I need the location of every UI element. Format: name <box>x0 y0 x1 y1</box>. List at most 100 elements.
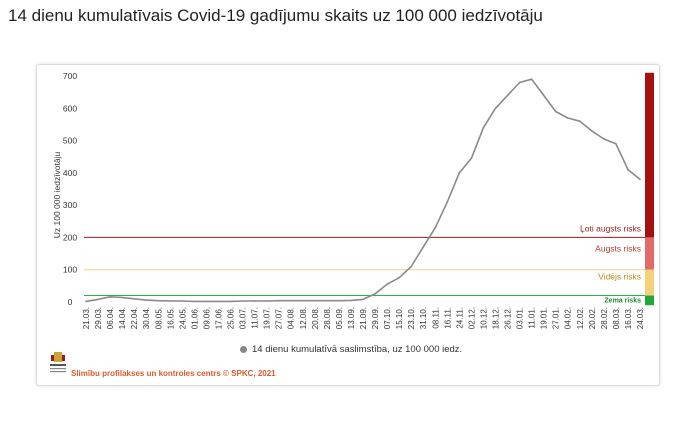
band-low <box>645 295 654 306</box>
threshold-label: Augsts risks <box>595 243 641 253</box>
x-tick-label: 21.03. <box>82 307 91 329</box>
series-point <box>350 299 352 302</box>
y-tick-label: 600 <box>63 103 77 113</box>
series-point <box>386 283 388 286</box>
threshold-label: Ļoti augsts risks <box>580 223 641 233</box>
series-point <box>422 246 425 248</box>
series-point <box>566 117 569 119</box>
series-point <box>434 226 437 229</box>
series-point <box>253 300 256 302</box>
x-tick-label: 13.09. <box>347 307 356 329</box>
series-point <box>362 298 364 301</box>
x-ticks: 21.03. 29.03. 06.04. 14.04. 22.04. 30.04. 08.0… <box>82 307 645 329</box>
x-tick-label: 14.04. <box>118 307 127 329</box>
x-tick-label: 07.10. <box>383 307 392 329</box>
y-tick-label: 300 <box>63 200 77 210</box>
series-point <box>374 293 376 295</box>
x-tick-label: 22.04. <box>130 307 139 329</box>
x-tick-label: 12.02. <box>576 307 585 329</box>
x-tick-label: 29.03. <box>94 307 103 329</box>
y-tick-label: 500 <box>63 136 77 146</box>
series-point <box>542 94 545 97</box>
series-point <box>181 300 184 302</box>
x-tick-label: 25.06. <box>227 307 236 329</box>
x-tick-label: 03.01. <box>516 307 525 329</box>
series-point <box>277 299 280 302</box>
x-tick-label: 16.03. <box>624 307 633 329</box>
band-medium <box>645 269 654 296</box>
y-tick-label: 100 <box>63 265 77 275</box>
series-layer <box>85 78 641 303</box>
band-high <box>645 237 654 270</box>
series-point <box>301 299 304 302</box>
series-point <box>326 299 328 302</box>
x-tick-label: 12.08. <box>299 307 308 329</box>
x-tick-label: 08.05. <box>154 307 163 329</box>
x-tick-label: 10.12. <box>479 307 488 329</box>
series-point <box>229 300 232 303</box>
x-tick-label: 05.09. <box>335 307 344 329</box>
x-tick-label: 30.04. <box>142 307 151 329</box>
series-point <box>289 299 292 302</box>
y-axis-label: Uz 100 000 iedzīvotāju <box>52 151 62 238</box>
y-tick-label: 400 <box>63 168 77 178</box>
x-tick-label: 28.08. <box>323 307 332 329</box>
series-point <box>458 172 461 174</box>
band-very-high <box>645 72 654 238</box>
series-point <box>410 265 412 268</box>
series-point <box>398 276 400 279</box>
y-tick-label: 0 <box>68 297 73 307</box>
x-tick-label: 27.01. <box>552 307 561 329</box>
series-line <box>85 78 641 303</box>
series-point <box>338 299 340 302</box>
x-tick-label: 01.06. <box>190 307 199 329</box>
series-point <box>133 297 135 300</box>
x-tick-label: 17.06. <box>215 307 224 329</box>
series-point <box>554 110 557 113</box>
series-point <box>506 94 509 97</box>
x-tick-label: 16.05. <box>166 307 175 329</box>
x-tick-label: 24.03. <box>636 307 645 329</box>
chart-legend[interactable]: 14 dienu kumulatīvā saslimstība, uz 100 … <box>240 344 462 355</box>
legend-marker <box>240 346 247 353</box>
series-point <box>109 296 111 298</box>
x-tick-label: 27.07. <box>275 307 284 329</box>
series-point <box>603 138 605 140</box>
series-point <box>121 296 123 299</box>
x-tick-label: 26.12. <box>504 307 513 329</box>
y-axis-label-group: Uz 100 000 iedzīvotāju <box>52 151 62 238</box>
x-tick-label: 11.01. <box>528 307 537 329</box>
x-tick-label: 29.09. <box>371 307 380 329</box>
x-tick-label: 24.05. <box>178 307 187 329</box>
series-point <box>217 300 220 303</box>
x-tick-label: 02.12. <box>467 307 476 329</box>
x-tick-label: 04.08. <box>287 307 296 329</box>
series-point <box>205 300 208 303</box>
y-tick-label: 200 <box>63 232 77 242</box>
series-point <box>169 300 172 302</box>
x-tick-label: 23.10. <box>407 307 416 329</box>
threshold-label: Vidējs risks <box>598 272 641 282</box>
x-tick-label: 19.07. <box>263 307 272 329</box>
y-tick-label: 700 <box>63 71 77 81</box>
series-point <box>591 130 593 132</box>
x-tick-label: 03.07. <box>239 307 248 329</box>
x-tick-label: 20.08. <box>311 307 320 329</box>
series-point <box>470 157 473 160</box>
series-point <box>578 120 581 122</box>
series-point <box>518 81 521 84</box>
series-point <box>494 107 497 110</box>
series-point <box>265 300 268 302</box>
x-tick-label: 04.02. <box>564 307 573 329</box>
source-credit: Slimību profilakses un kontroles centrs … <box>71 369 276 378</box>
series-point <box>145 299 148 301</box>
series-point <box>157 299 160 302</box>
x-tick-label: 11.07. <box>251 307 260 329</box>
risk-threshold-lines: Zema risks Vidējs risks Augsts risks Ļoti a… <box>84 223 645 305</box>
series-point <box>639 178 641 181</box>
x-tick-label: 20.02. <box>588 307 597 329</box>
x-tick-label: 09.06. <box>202 307 211 329</box>
series-point <box>97 298 99 301</box>
series-point <box>85 300 87 303</box>
chart-card <box>36 64 660 386</box>
